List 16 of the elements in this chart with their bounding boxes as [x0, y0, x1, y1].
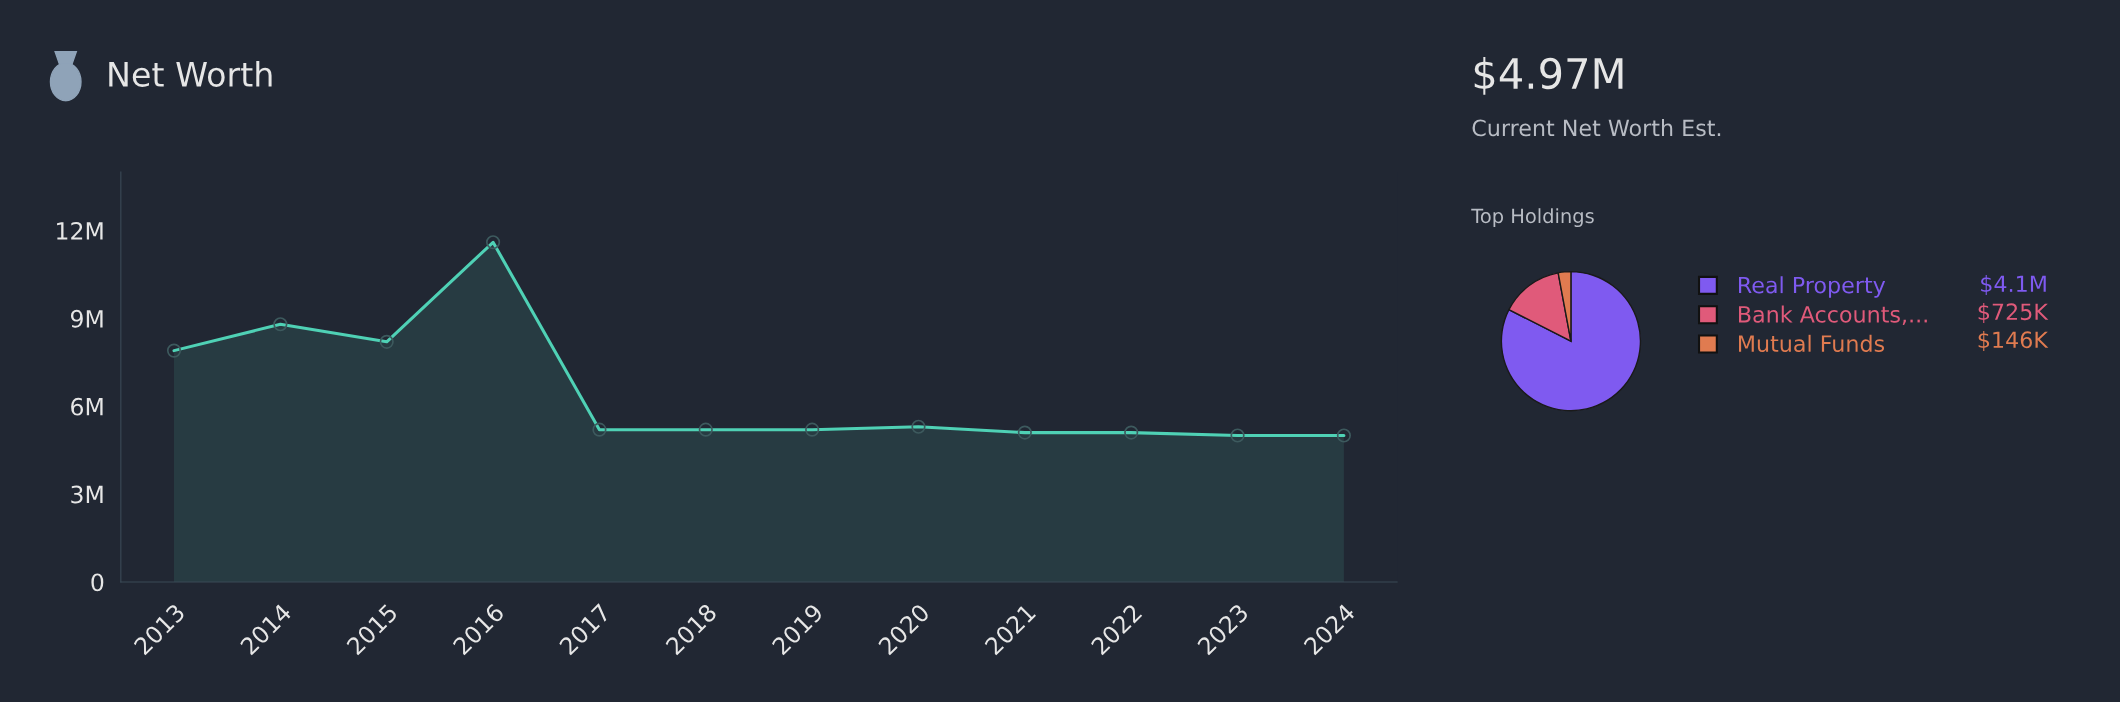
text: $4.97M	[1474, 57, 1623, 95]
text: Current Net Worth Est.	[1472, 119, 1721, 137]
y-tick-label: 0	[91, 573, 104, 592]
y-tick-label: 3M	[71, 485, 103, 504]
chart-title: Net Worth	[109, 61, 272, 87]
legend-label: Mutual Funds	[1739, 334, 1885, 352]
legend-label: Bank Accounts,...	[1739, 305, 1927, 325]
data-label: $146K	[1978, 330, 2049, 352]
data-label: $725K	[1978, 302, 2049, 324]
y-tick-label: 9M	[70, 309, 103, 328]
data-label: $4.1M	[1981, 274, 2046, 296]
chart-title: Top Holdings	[1471, 208, 1594, 228]
pie-slice	[1500, 270, 1642, 412]
y-tick-label: 12M	[57, 222, 103, 240]
y-tick-label: 6M	[71, 397, 103, 416]
legend-label: Real Property	[1739, 276, 1886, 298]
